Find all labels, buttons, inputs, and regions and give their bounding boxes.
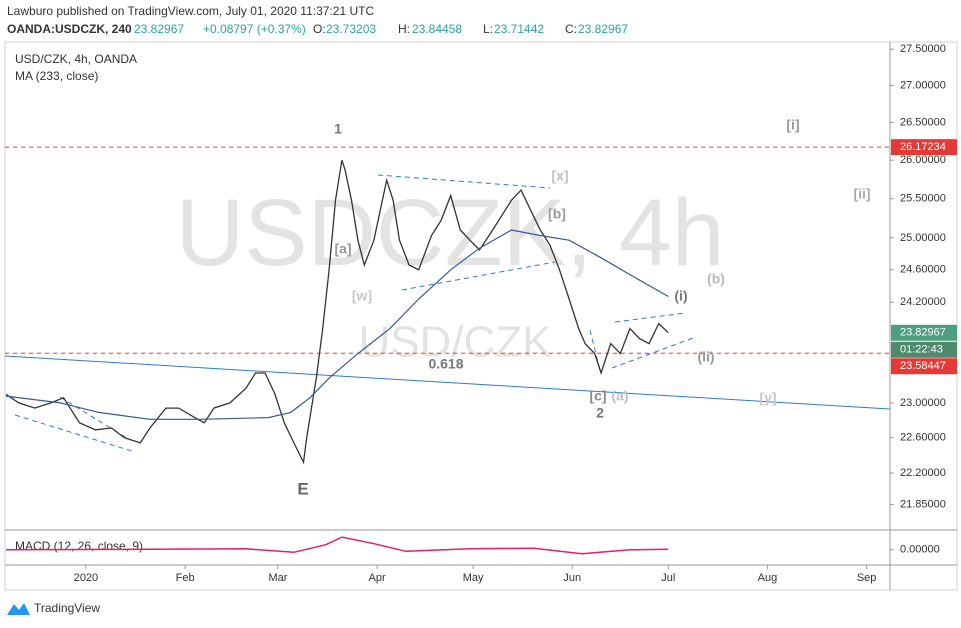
trend-line (377, 174, 551, 189)
countdown-tag (891, 341, 957, 358)
wave-label: (ii) (697, 349, 714, 365)
price-line (5, 229, 669, 420)
x-tick-label: Sep (857, 572, 877, 584)
wave-label: [ii] (853, 186, 870, 202)
wave-label: (a) (611, 388, 628, 404)
ohlc-label: L: (483, 22, 493, 36)
last-price-tag (891, 324, 957, 341)
wave-label: (b) (707, 271, 725, 287)
publisher: Lawburo published on TradingView.com, Ju… (7, 4, 374, 18)
y-tick-label: 22.20000 (900, 467, 946, 479)
ohlc-label: H: (398, 22, 410, 36)
x-tick-label: Jul (661, 572, 675, 584)
symbol: OANDA:USDCZK, 240 (7, 22, 132, 36)
wave-label: (i) (674, 288, 687, 304)
countdown: 01:22:43 (900, 344, 943, 356)
trend-line (4, 355, 891, 410)
y-tick-label: 23.00000 (900, 397, 946, 409)
wave-label: 2 (596, 405, 604, 421)
y-tick-label: 21.85000 (900, 498, 946, 510)
wave-label: [i] (786, 117, 799, 133)
last-price-label: 23.82967 (900, 327, 946, 339)
y-tick-label: 24.60000 (900, 264, 946, 276)
wave-label: [b] (548, 206, 566, 222)
y-tick-label: 24.20000 (900, 296, 946, 308)
brand: TradingView (34, 601, 100, 615)
y-tick-label: 25.50000 (900, 193, 946, 205)
wave-label: [x] (551, 168, 568, 184)
trend-line (401, 261, 556, 291)
x-tick-label: Mar (268, 572, 287, 584)
ohlc-value: 23.73203 (326, 22, 376, 36)
last-price: 23.82967 (134, 22, 184, 36)
trend-line (614, 312, 686, 323)
price-line (5, 536, 669, 555)
y-tick-label: 0.00000 (900, 544, 940, 556)
x-tick-label: Aug (758, 572, 778, 584)
ohlc-label: C: (565, 22, 577, 36)
wave-label: [a] (334, 241, 351, 257)
ohlc-value: 23.84458 (412, 22, 462, 36)
wave-label: E (297, 479, 308, 498)
level-label: 23.58447 (900, 360, 946, 372)
level-tag (891, 358, 957, 375)
watermark-sub: USD/CZK (358, 318, 551, 367)
wave-label: 0.618 (428, 356, 463, 372)
wave-label: 1 (334, 121, 342, 137)
change: +0.08797 (+0.37%) (203, 22, 306, 36)
price-line (5, 160, 669, 465)
x-tick-label: Apr (369, 572, 386, 584)
trend-line (14, 414, 136, 453)
logo (7, 603, 30, 615)
wave-label: [y] (759, 390, 776, 406)
level-label: 26.17234 (900, 141, 946, 153)
y-tick-label: 26.50000 (900, 116, 946, 128)
y-tick-label: 27.50000 (900, 43, 946, 55)
y-tick-label: 26.00000 (900, 154, 946, 166)
level-tag (891, 139, 957, 156)
wave-label: [w] (352, 288, 372, 304)
legend-entry: USD/CZK, 4h, OANDA (15, 52, 137, 66)
x-tick-label: May (463, 572, 484, 584)
trend-line (59, 396, 131, 441)
x-tick-label: Jun (563, 572, 581, 584)
trend-line (589, 329, 601, 371)
ohlc-label: O: (313, 22, 326, 36)
macd-title: MACD (12, 26, close, 9) (15, 539, 143, 553)
y-tick-label: 25.00000 (900, 232, 946, 244)
ohlc-value: 23.71442 (494, 22, 544, 36)
wave-label: [c] (589, 388, 606, 404)
x-tick-label: 2020 (74, 572, 98, 584)
frame (4, 41, 958, 591)
ohlc-value: 23.82967 (578, 22, 628, 36)
y-tick-label: 22.60000 (900, 432, 946, 444)
legend-entry: MA (233, close) (15, 69, 98, 83)
x-tick-label: Feb (176, 572, 195, 584)
y-tick-label: 27.00000 (900, 79, 946, 91)
